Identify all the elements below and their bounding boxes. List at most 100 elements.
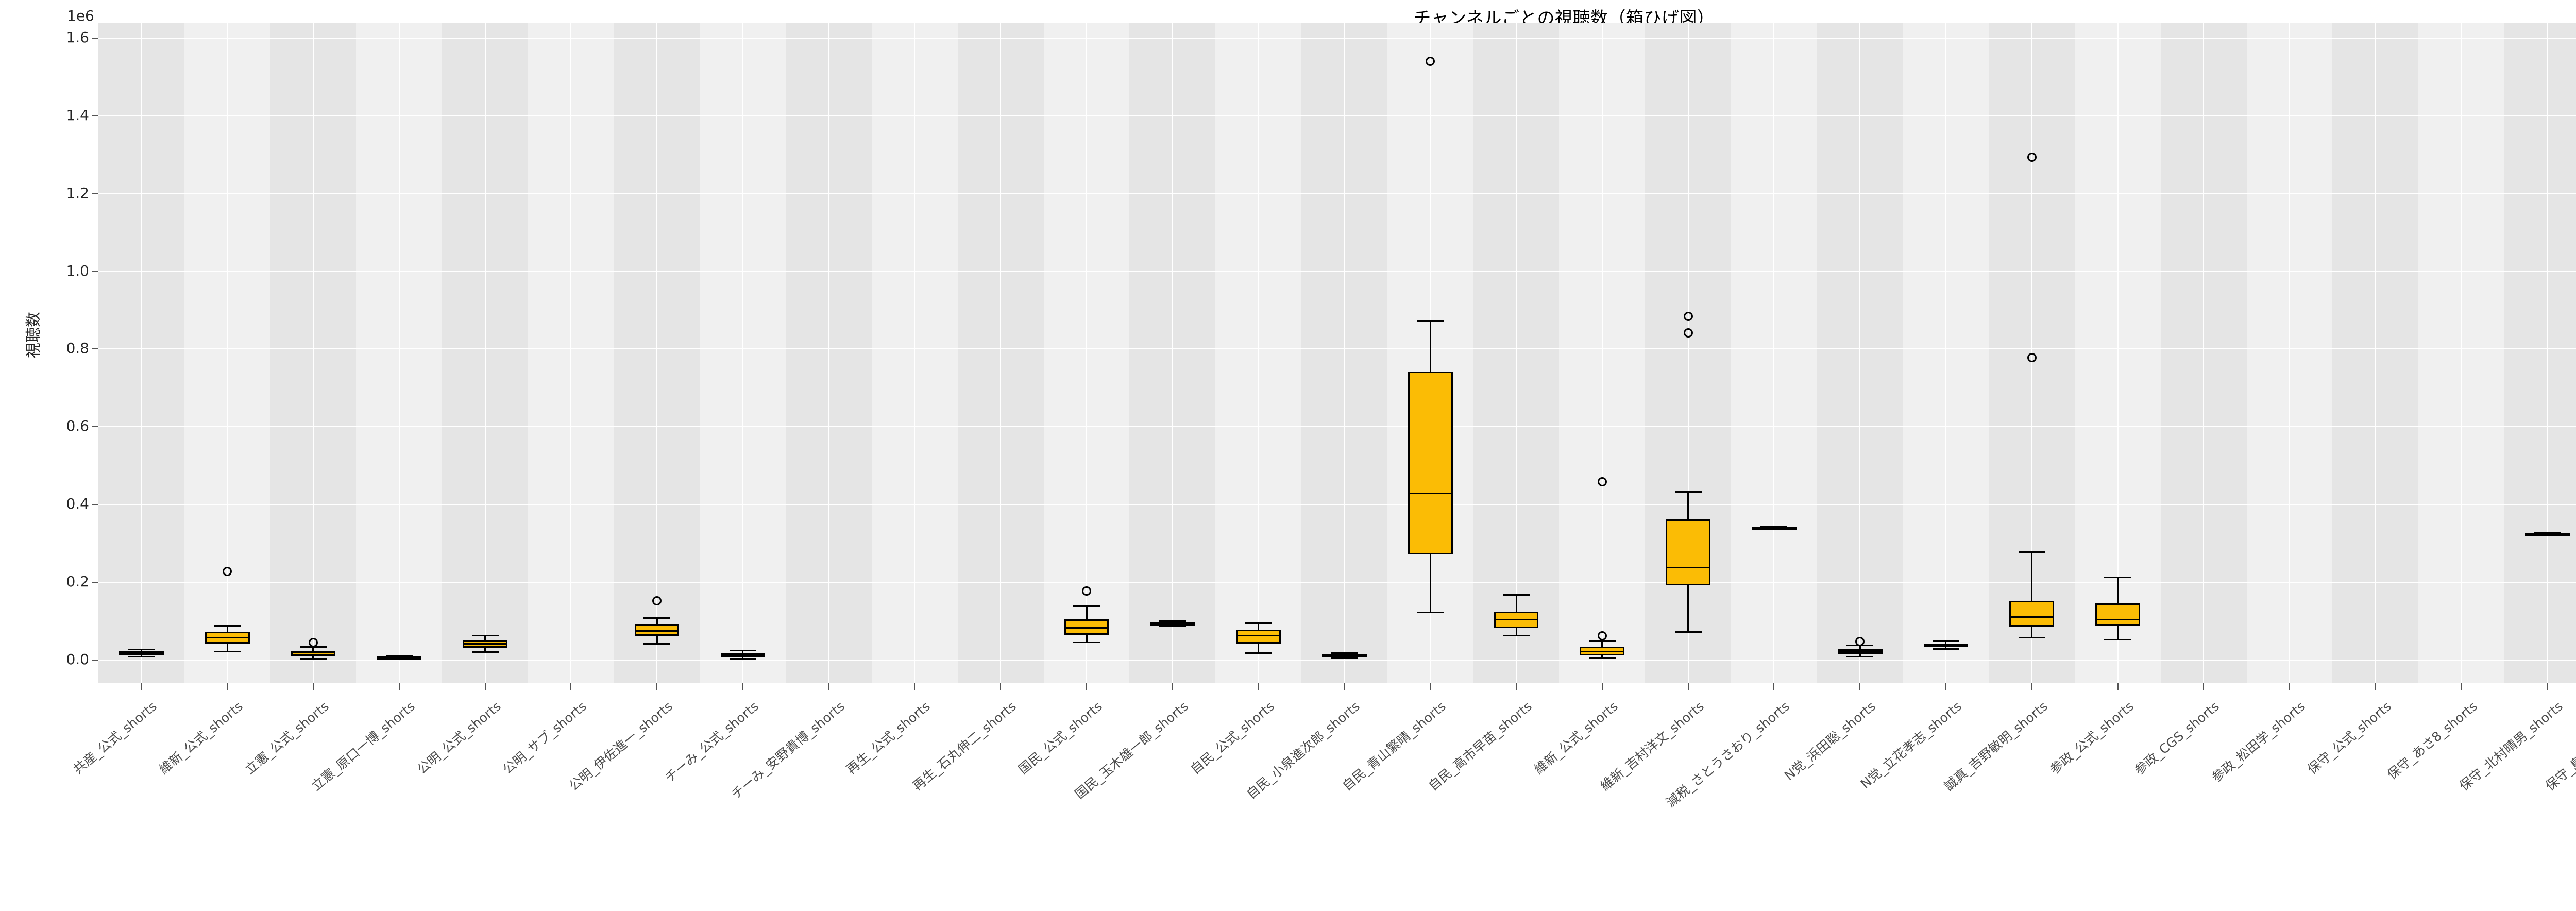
x-tick-mark bbox=[1945, 683, 1946, 690]
y-tick-mark bbox=[92, 193, 98, 194]
x-tick-mark bbox=[1172, 683, 1173, 690]
box[interactable] bbox=[1408, 372, 1453, 554]
x-tick-mark bbox=[1258, 683, 1259, 690]
box-whisker-low bbox=[1601, 655, 1603, 659]
box-cap-low bbox=[1073, 641, 1100, 643]
x-tick-label: 再生_公式_shorts bbox=[843, 698, 934, 778]
x-tick-mark bbox=[2031, 683, 2032, 690]
x-gridline bbox=[2203, 23, 2205, 683]
x-tick-label: 再生_石丸伸二_shorts bbox=[910, 698, 1020, 794]
box-median bbox=[119, 652, 164, 654]
x-gridline bbox=[141, 23, 142, 683]
box-median bbox=[1580, 650, 1625, 652]
box-outlier bbox=[1597, 631, 1607, 640]
box[interactable] bbox=[1666, 519, 1710, 585]
box-outlier bbox=[1597, 477, 1607, 487]
box-cap-high bbox=[1502, 594, 1530, 596]
box-cap-low bbox=[1588, 657, 1616, 660]
box-median bbox=[377, 656, 422, 658]
x-tick-label: 国民_公式_shorts bbox=[1015, 698, 1105, 778]
box-whisker-low bbox=[1945, 647, 1947, 649]
y-tick-mark bbox=[92, 659, 98, 661]
box-cap-low bbox=[1417, 612, 1444, 614]
box-whisker-high bbox=[1601, 641, 1603, 647]
y-tick-label: 0.8 bbox=[66, 340, 89, 357]
x-tick-label: 参政_公式_shorts bbox=[2046, 698, 2137, 778]
x-tick-mark bbox=[570, 683, 572, 690]
x-tick-label: 保守_公式_shorts bbox=[2304, 698, 2394, 778]
box-whisker-low bbox=[140, 655, 142, 657]
x-tick-mark bbox=[2117, 683, 2119, 690]
x-tick-label: N党_立花孝志_shorts bbox=[1857, 698, 1964, 792]
x-tick-label: 保守_北村晴男_shorts bbox=[2456, 698, 2566, 794]
box-cap-high bbox=[299, 646, 327, 648]
x-gridline bbox=[742, 23, 743, 683]
x-gridline bbox=[1258, 23, 1259, 683]
box-outlier bbox=[2027, 152, 2037, 162]
box-outlier bbox=[2027, 353, 2037, 363]
box-outlier bbox=[223, 566, 232, 576]
plot-area bbox=[98, 23, 2576, 683]
x-tick-label: チーみ_安野貴博_shorts bbox=[728, 698, 848, 802]
box-whisker-low bbox=[1258, 644, 1260, 653]
box-whisker-high bbox=[1687, 492, 1689, 519]
x-tick-mark bbox=[227, 683, 228, 690]
box-cap-high bbox=[214, 625, 241, 627]
x-gridline bbox=[1000, 23, 1002, 683]
x-gridline bbox=[2117, 23, 2119, 683]
box-whisker-low bbox=[2031, 626, 2033, 637]
box-cap-high bbox=[2018, 551, 2045, 553]
x-gridline bbox=[227, 23, 228, 683]
box-median bbox=[2095, 618, 2140, 620]
box-cap-low bbox=[1502, 635, 1530, 637]
x-tick-mark bbox=[914, 683, 916, 690]
x-tick-mark bbox=[1773, 683, 1775, 690]
x-tick-mark bbox=[2547, 683, 2548, 690]
box-cap-low bbox=[1159, 626, 1186, 628]
box-median bbox=[634, 630, 680, 632]
x-gridline bbox=[1687, 23, 1689, 683]
box-whisker-low bbox=[1086, 635, 1088, 643]
y-tick-label: 0.2 bbox=[66, 572, 89, 590]
x-tick-mark bbox=[2203, 683, 2205, 690]
box-whisker-high bbox=[226, 626, 228, 632]
box-cap-high bbox=[1932, 640, 1959, 643]
box-whisker-high bbox=[742, 650, 744, 653]
x-tick-label: 立憲_公式_shorts bbox=[242, 698, 332, 778]
x-tick-mark bbox=[1000, 683, 1002, 690]
box-whisker-low bbox=[1515, 628, 1517, 636]
x-tick-label: 減税_さとうさおり_shorts bbox=[1664, 698, 1793, 811]
x-tick-label: 立憲_原口一博_shorts bbox=[308, 698, 418, 794]
x-tick-label: 自民_青山繁晴_shorts bbox=[1340, 698, 1449, 794]
box-cap-high bbox=[1245, 622, 1272, 624]
box-cap-low bbox=[1674, 631, 1702, 633]
box-whisker-high bbox=[656, 618, 658, 625]
box-median bbox=[1322, 654, 1367, 656]
box-cap-low bbox=[1331, 657, 1358, 659]
x-tick-label: 維新_吉村洋文_shorts bbox=[1597, 698, 1707, 794]
box-whisker-high bbox=[312, 647, 314, 652]
plot-band bbox=[2504, 23, 2576, 683]
box-median bbox=[1236, 635, 1281, 637]
x-gridline bbox=[656, 23, 658, 683]
box[interactable] bbox=[1236, 629, 1281, 644]
box-outlier bbox=[1855, 636, 1865, 646]
box[interactable] bbox=[634, 624, 680, 636]
box-whisker-low bbox=[226, 644, 228, 652]
x-gridline bbox=[1172, 23, 1173, 683]
y-gridline bbox=[98, 115, 2576, 116]
box[interactable] bbox=[1064, 619, 1109, 635]
box-whisker-high bbox=[140, 649, 142, 652]
x-tick-label: 参政_CGS_shorts bbox=[2131, 698, 2223, 778]
x-tick-label: 自民_公式_shorts bbox=[1187, 698, 1277, 778]
y-tick-label: 1.4 bbox=[66, 106, 89, 124]
box-median bbox=[1150, 623, 1195, 625]
box-cap-low bbox=[214, 650, 241, 652]
x-gridline bbox=[398, 23, 400, 683]
box-median bbox=[1494, 618, 1539, 620]
box-cap-high bbox=[1073, 605, 1100, 608]
box[interactable] bbox=[2095, 603, 2140, 626]
box-whisker-low bbox=[484, 647, 486, 652]
box[interactable] bbox=[2009, 601, 2055, 627]
